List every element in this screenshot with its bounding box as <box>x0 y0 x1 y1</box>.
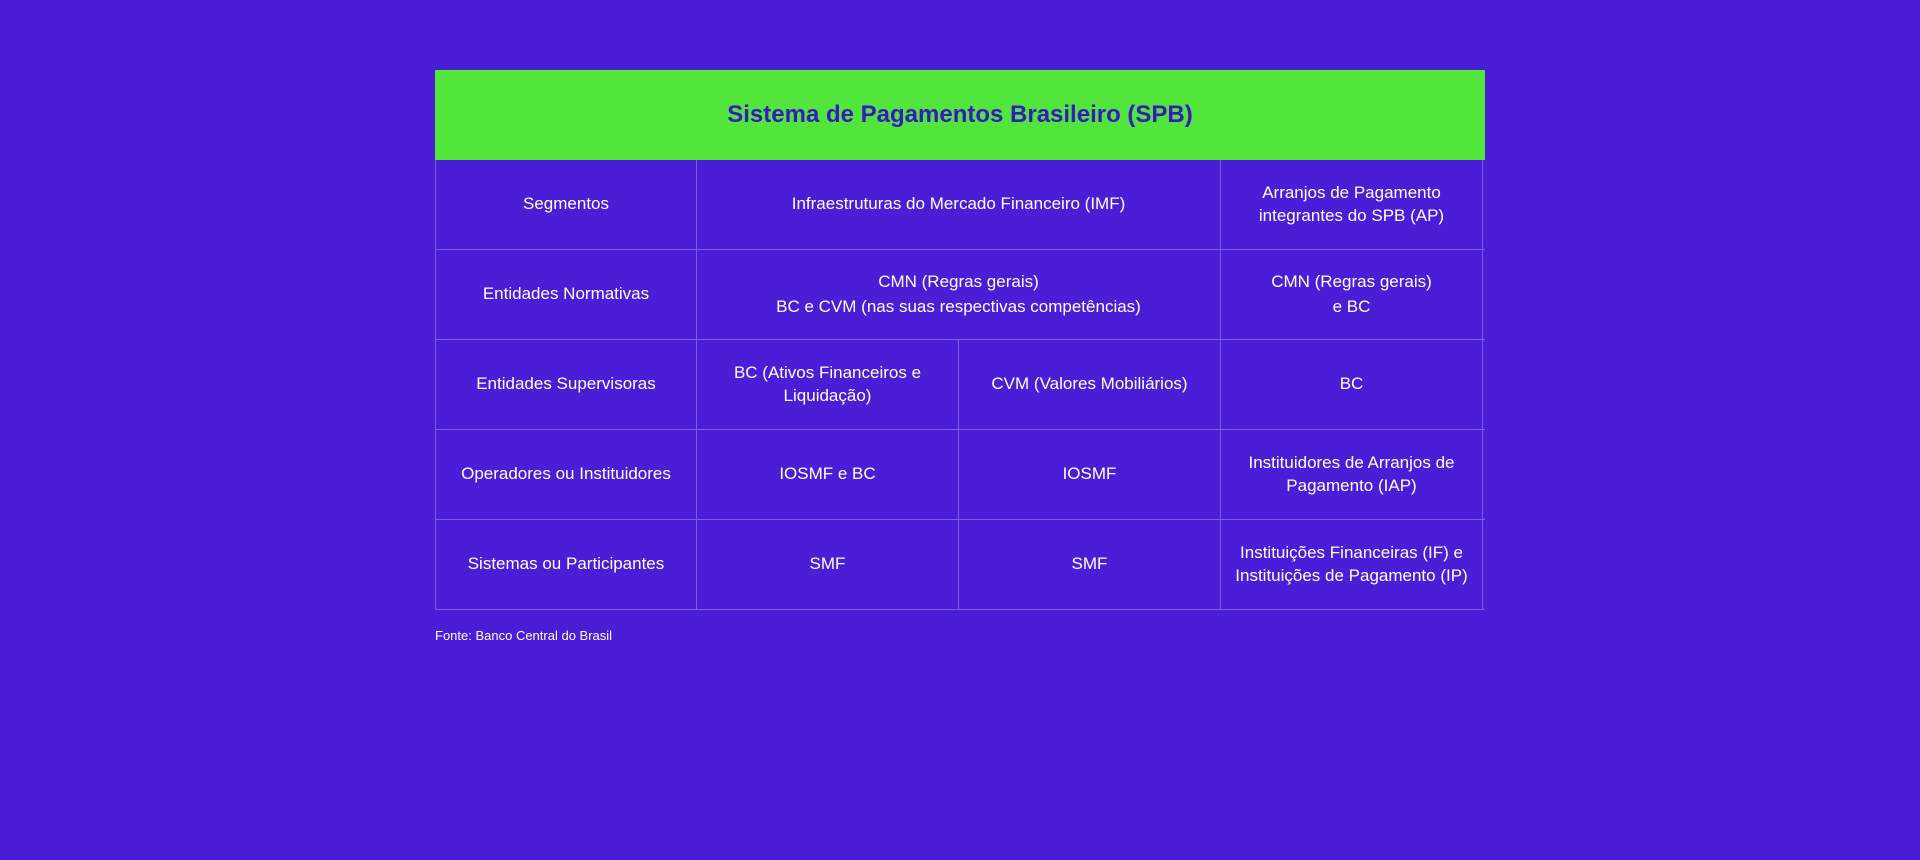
row-cell-imf-a: SMF <box>697 520 959 609</box>
table-body: Segmentos Infraestruturas do Mercado Fin… <box>435 160 1485 610</box>
cell-line: BC e CVM (nas suas respectivas competênc… <box>776 296 1141 318</box>
row-label: Entidades Supervisoras <box>435 340 697 429</box>
table-row: Operadores ou Instituidores IOSMF e BC I… <box>435 430 1485 520</box>
row-cell-imf-b: IOSMF <box>959 430 1221 519</box>
table-row: Entidades Supervisoras BC (Ativos Financ… <box>435 340 1485 430</box>
cell-line: CMN (Regras gerais) <box>1271 271 1432 293</box>
spb-table: Sistema de Pagamentos Brasileiro (SPB) S… <box>435 70 1485 610</box>
row-cell-ap: CMN (Regras gerais) e BC <box>1221 250 1483 339</box>
row-cell-imf-a: BC (Ativos Financeiros e Liquidação) <box>697 340 959 429</box>
row-cell-ap: Instituidores de Arranjos de Pagamento (… <box>1221 430 1483 519</box>
table-row: Segmentos Infraestruturas do Mercado Fin… <box>435 160 1485 250</box>
row-cell-ap: Instituições Financeiras (IF) e Institui… <box>1221 520 1483 609</box>
row-label: Segmentos <box>435 160 697 249</box>
row-cell-ap: Arranjos de Pagamento integrantes do SPB… <box>1221 160 1483 249</box>
table-row: Sistemas ou Participantes SMF SMF Instit… <box>435 520 1485 610</box>
row-label: Sistemas ou Participantes <box>435 520 697 609</box>
cell-line: e BC <box>1271 296 1432 318</box>
row-cell-imf-b: SMF <box>959 520 1221 609</box>
row-cell-imf: CMN (Regras gerais) BC e CVM (nas suas r… <box>697 250 1221 339</box>
table-row: Entidades Normativas CMN (Regras gerais)… <box>435 250 1485 340</box>
table-header-bar: Sistema de Pagamentos Brasileiro (SPB) <box>435 70 1485 160</box>
cell-line: CMN (Regras gerais) <box>776 271 1141 293</box>
row-cell-imf: Infraestruturas do Mercado Financeiro (I… <box>697 160 1221 249</box>
source-label: Fonte: Banco Central do Brasil <box>435 628 1485 643</box>
row-cell-imf-b: CVM (Valores Mobiliários) <box>959 340 1221 429</box>
row-cell-ap: BC <box>1221 340 1483 429</box>
row-label: Operadores ou Instituidores <box>435 430 697 519</box>
row-label: Entidades Normativas <box>435 250 697 339</box>
table-title: Sistema de Pagamentos Brasileiro (SPB) <box>727 101 1193 129</box>
row-cell-imf-a: IOSMF e BC <box>697 430 959 519</box>
